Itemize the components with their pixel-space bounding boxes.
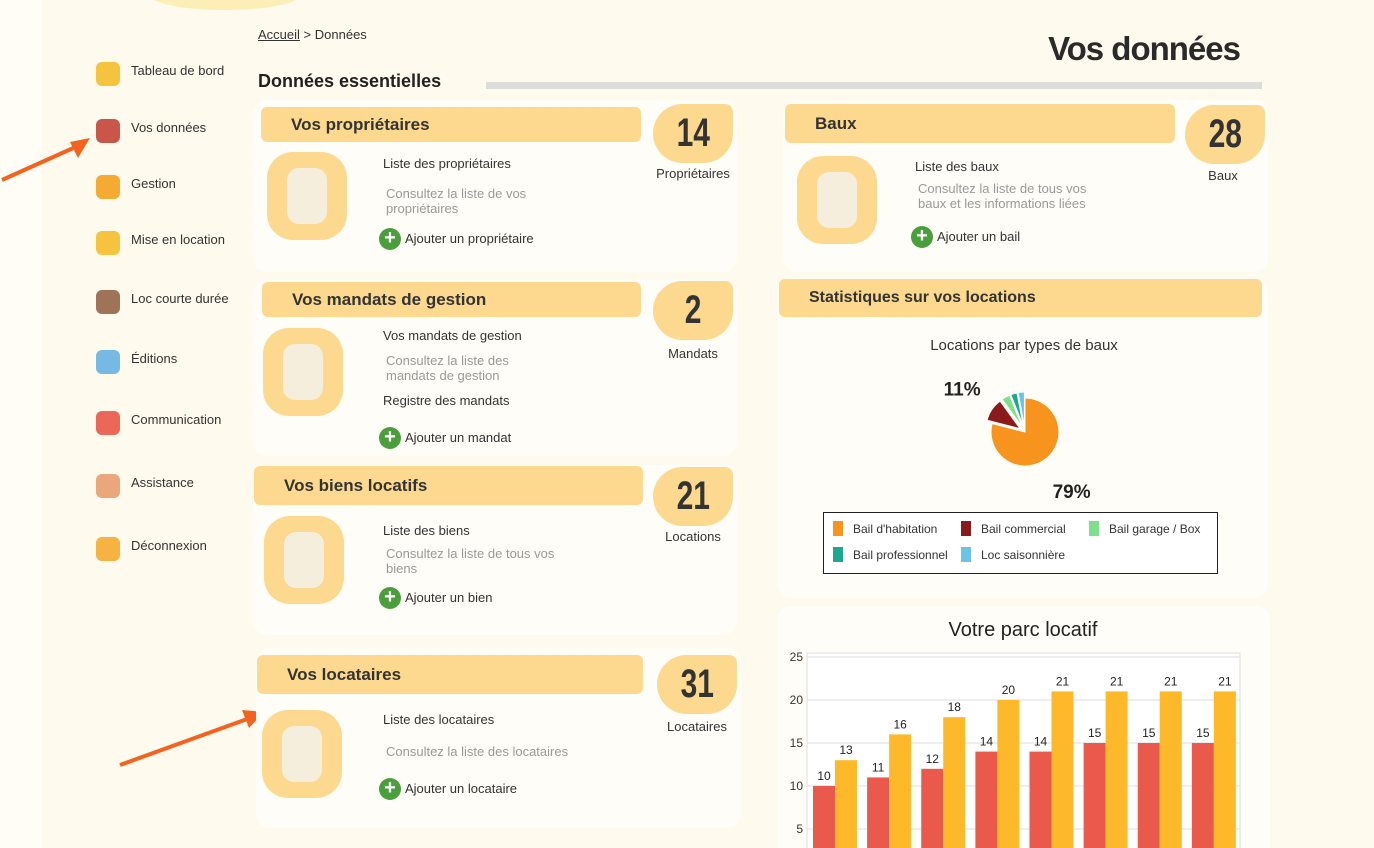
add-icon[interactable]: + [379,427,401,449]
logo [150,0,300,10]
nav-item[interactable]: Communication [131,412,222,427]
nav-icon [96,537,120,561]
card-header: Baux [785,104,1175,143]
count: 2 [684,288,702,332]
nav-icon [96,350,120,374]
breadcrumb-home[interactable]: Accueil [258,27,300,42]
nav-item[interactable]: Loc courte durée [131,291,229,306]
card-link[interactable]: Liste des biens [383,523,470,538]
page-title: Vos données [1048,30,1241,67]
legend-box [823,512,1218,574]
nav-item[interactable]: Mise en location [131,232,225,247]
count-badge: 28 [1185,105,1265,164]
count: 28 [1208,112,1242,156]
add-action[interactable]: Ajouter un mandat [405,430,512,445]
nav-icon [96,231,120,255]
icon-figure [282,726,322,782]
nav-item[interactable]: Tableau de bord [131,63,225,78]
count-label: Mandats [668,346,718,361]
card-description: Consultez la liste de tous vos biens [386,546,555,576]
add-icon[interactable]: + [379,228,401,250]
count-label: Locataires [667,719,727,734]
add-action[interactable]: Ajouter un propriétaire [405,231,534,246]
card-description: Consultez la liste de tous vos baux et l… [918,181,1087,211]
card-description: Consultez la liste des mandats de gestio… [386,353,509,383]
chart-card [777,606,1270,848]
margin [0,0,42,848]
card-description: Consultez la liste de vos propriétaires [386,186,527,216]
divider [486,82,1262,89]
card-link[interactable]: Liste des propriétaires [383,156,511,171]
section-title: Données essentielles [258,71,442,91]
nav-icon [96,290,120,314]
card-header: Vos locataires [257,655,643,694]
nav-item[interactable]: Vos données [131,120,207,135]
add-icon[interactable]: + [379,587,401,609]
card-header: Vos mandats de gestion [262,282,641,317]
icon-figure [287,168,327,224]
stats-header: Statistiques sur vos locations [779,279,1262,317]
icon-figure [283,344,323,400]
add-icon[interactable]: + [379,778,401,800]
nav-icon [96,175,120,199]
count-badge: 21 [653,467,733,526]
nav-icon [96,62,120,86]
icon-figure [284,532,324,588]
breadcrumb-separator: > [303,27,312,42]
nav-icon [96,411,120,435]
count-badge: 31 [657,655,737,714]
count-badge: 14 [653,104,733,163]
count-label: Locations [665,529,721,544]
count: 31 [680,662,714,706]
breadcrumb-current: Données [314,27,367,42]
count-badge: 2 [653,281,733,340]
count: 21 [676,474,710,518]
nav-item[interactable]: Éditions [131,351,178,366]
card-link[interactable]: Vos mandats de gestion [383,328,522,343]
nav-item[interactable]: Assistance [131,475,194,490]
breadcrumb: Accueil > Données [258,27,367,42]
add-icon[interactable]: + [911,226,933,248]
nav-icon [96,474,120,498]
arrow [119,716,251,767]
add-action[interactable]: Ajouter un locataire [405,781,518,796]
icon-figure [817,172,857,228]
card-description: Consultez la liste des locataires [386,744,569,759]
count-label: Propriétaires [656,166,730,181]
arrow-head [70,138,90,158]
card-link[interactable]: Registre des mandats [383,393,510,408]
card-header: Vos biens locatifs [254,466,643,505]
card-header: Vos propriétaires [261,107,641,142]
count-label: Baux [1208,168,1238,183]
nav-item[interactable]: Gestion [131,176,176,191]
add-action[interactable]: Ajouter un bien [405,590,493,605]
nav-item[interactable]: Déconnexion [131,538,207,553]
card-link[interactable]: Liste des locataires [383,712,495,727]
add-action[interactable]: Ajouter un bail [937,229,1021,244]
card-link[interactable]: Liste des baux [915,159,999,174]
nav-icon [96,119,120,143]
count: 14 [676,111,710,155]
